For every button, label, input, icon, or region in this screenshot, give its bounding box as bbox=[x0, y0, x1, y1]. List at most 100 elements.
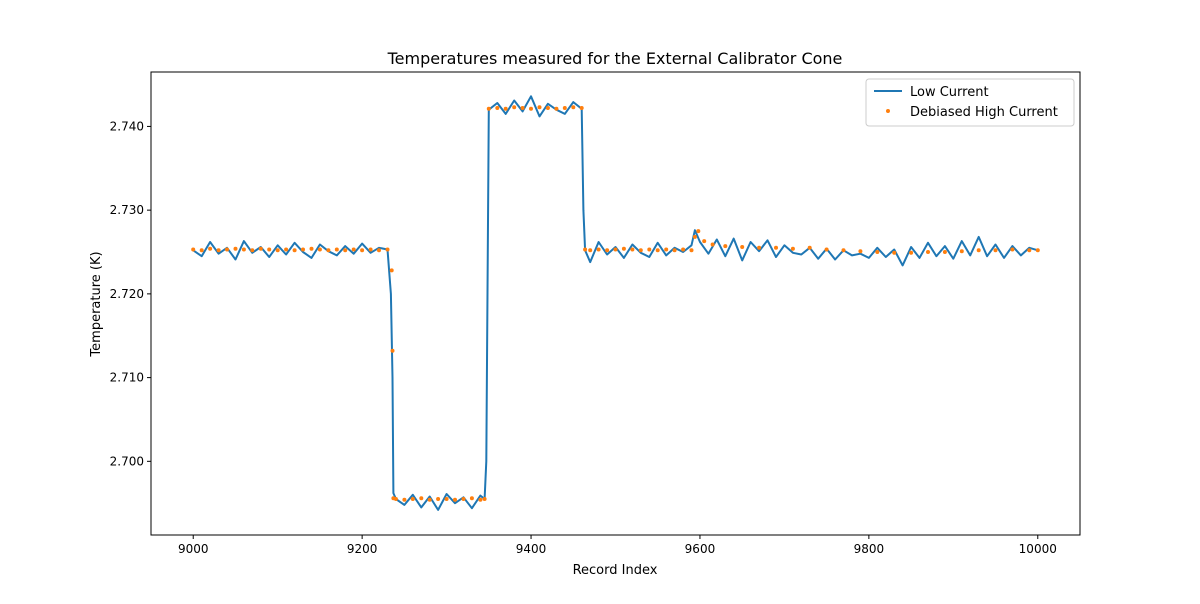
data-point-debiased-high-current bbox=[402, 498, 406, 502]
data-point-debiased-high-current bbox=[369, 248, 373, 252]
data-point-debiased-high-current bbox=[428, 498, 432, 502]
data-point-debiased-high-current bbox=[377, 248, 381, 252]
data-point-debiased-high-current bbox=[504, 107, 508, 111]
data-point-debiased-high-current bbox=[478, 498, 482, 502]
data-point-debiased-high-current bbox=[529, 107, 533, 111]
x-tick-label: 9800 bbox=[854, 542, 885, 556]
data-point-debiased-high-current bbox=[234, 247, 238, 251]
data-point-debiased-high-current bbox=[757, 246, 761, 250]
data-point-debiased-high-current bbox=[588, 248, 592, 252]
data-point-debiased-high-current bbox=[702, 239, 706, 243]
data-point-debiased-high-current bbox=[462, 497, 466, 501]
data-point-debiased-high-current bbox=[583, 248, 587, 252]
data-point-debiased-high-current bbox=[673, 248, 677, 252]
data-point-debiased-high-current bbox=[495, 106, 499, 110]
data-point-debiased-high-current bbox=[825, 248, 829, 252]
data-point-debiased-high-current bbox=[977, 248, 981, 252]
data-point-debiased-high-current bbox=[225, 248, 229, 252]
data-point-debiased-high-current bbox=[352, 248, 356, 252]
y-axis-label: Temperature (K) bbox=[89, 251, 104, 357]
data-point-debiased-high-current bbox=[301, 248, 305, 252]
legend-label-low-current: Low Current bbox=[910, 85, 989, 100]
y-tick-label: 2.730 bbox=[110, 203, 144, 217]
x-tick-label: 9000 bbox=[178, 542, 209, 556]
data-point-debiased-high-current bbox=[723, 244, 727, 248]
data-point-debiased-high-current bbox=[858, 249, 862, 253]
data-point-debiased-high-current bbox=[614, 248, 618, 252]
data-point-debiased-high-current bbox=[453, 498, 457, 502]
x-tick-label: 9600 bbox=[685, 542, 716, 556]
data-point-debiased-high-current bbox=[411, 497, 415, 501]
data-point-debiased-high-current bbox=[436, 497, 440, 501]
data-point-debiased-high-current bbox=[200, 248, 204, 252]
data-point-debiased-high-current bbox=[960, 249, 964, 253]
data-point-debiased-high-current bbox=[554, 107, 558, 111]
data-point-debiased-high-current bbox=[571, 105, 575, 109]
data-point-debiased-high-current bbox=[639, 248, 643, 252]
data-point-debiased-high-current bbox=[487, 107, 491, 111]
data-point-debiased-high-current bbox=[326, 248, 330, 252]
data-point-debiased-high-current bbox=[250, 248, 254, 252]
data-point-debiased-high-current bbox=[994, 248, 998, 252]
y-tick-label: 2.700 bbox=[110, 454, 144, 468]
data-point-debiased-high-current bbox=[842, 248, 846, 252]
data-point-debiased-high-current bbox=[343, 248, 347, 252]
data-point-debiased-high-current bbox=[267, 248, 271, 252]
data-point-debiased-high-current bbox=[394, 497, 398, 501]
data-point-debiased-high-current bbox=[647, 248, 651, 252]
data-point-debiased-high-current bbox=[483, 497, 487, 501]
data-point-debiased-high-current bbox=[386, 248, 390, 252]
legend-label-debiased-high-current: Debiased High Current bbox=[910, 105, 1058, 120]
data-point-debiased-high-current bbox=[208, 247, 212, 251]
data-point-debiased-high-current bbox=[217, 248, 221, 252]
data-point-debiased-high-current bbox=[360, 248, 364, 252]
data-point-debiased-high-current bbox=[293, 248, 297, 252]
data-point-debiased-high-current bbox=[664, 248, 668, 252]
data-point-debiased-high-current bbox=[597, 248, 601, 252]
x-axis-label: Record Index bbox=[573, 563, 658, 578]
data-point-debiased-high-current bbox=[943, 250, 947, 254]
data-point-debiased-high-current bbox=[335, 248, 339, 252]
data-point-debiased-high-current bbox=[892, 251, 896, 255]
y-tick-label: 2.720 bbox=[110, 287, 144, 301]
data-point-debiased-high-current bbox=[512, 105, 516, 109]
y-tick-label: 2.710 bbox=[110, 371, 144, 385]
data-point-debiased-high-current bbox=[521, 106, 525, 110]
x-tick-label: 9400 bbox=[516, 542, 547, 556]
data-point-debiased-high-current bbox=[191, 248, 195, 252]
data-point-debiased-high-current bbox=[1010, 248, 1014, 252]
data-point-debiased-high-current bbox=[318, 248, 322, 252]
data-point-debiased-high-current bbox=[875, 250, 879, 254]
data-point-debiased-high-current bbox=[563, 106, 567, 110]
x-tick-label: 9200 bbox=[347, 542, 378, 556]
data-point-debiased-high-current bbox=[681, 248, 685, 252]
data-point-debiased-high-current bbox=[696, 229, 700, 233]
data-point-debiased-high-current bbox=[1036, 248, 1040, 252]
data-point-debiased-high-current bbox=[391, 349, 395, 353]
legend: Low Current Debiased High Current bbox=[866, 79, 1074, 126]
y-tick-label: 2.740 bbox=[110, 119, 144, 133]
data-point-debiased-high-current bbox=[656, 248, 660, 252]
data-point-debiased-high-current bbox=[276, 248, 280, 252]
data-point-debiased-high-current bbox=[909, 251, 913, 255]
data-point-debiased-high-current bbox=[538, 105, 542, 109]
data-point-debiased-high-current bbox=[580, 106, 584, 110]
x-tick-label: 10000 bbox=[1019, 542, 1057, 556]
data-point-debiased-high-current bbox=[546, 106, 550, 110]
data-point-debiased-high-current bbox=[284, 248, 288, 252]
data-point-debiased-high-current bbox=[740, 245, 744, 249]
data-point-debiased-high-current bbox=[808, 246, 812, 250]
data-point-debiased-high-current bbox=[419, 496, 423, 500]
data-point-debiased-high-current bbox=[630, 248, 634, 252]
data-point-debiased-high-current bbox=[693, 235, 697, 239]
data-point-debiased-high-current bbox=[242, 248, 246, 252]
chart-title: Temperatures measured for the External C… bbox=[387, 49, 843, 68]
data-point-debiased-high-current bbox=[926, 250, 930, 254]
data-point-debiased-high-current bbox=[390, 268, 394, 272]
legend-dot-marker bbox=[886, 109, 890, 113]
data-point-debiased-high-current bbox=[774, 246, 778, 250]
data-point-debiased-high-current bbox=[310, 247, 314, 251]
data-point-debiased-high-current bbox=[470, 496, 474, 500]
